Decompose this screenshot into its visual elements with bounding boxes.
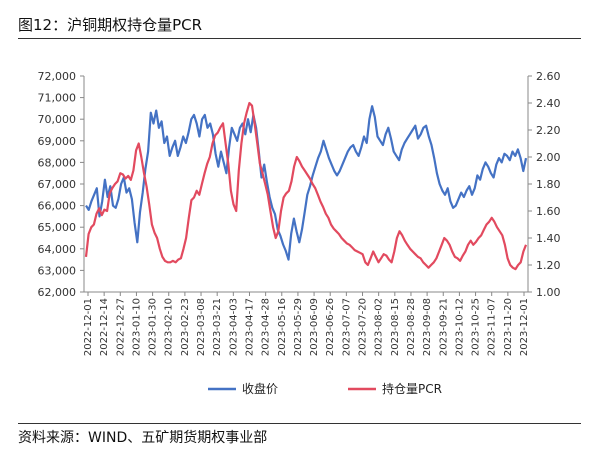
y-left-tick-label: 66,000	[38, 200, 77, 213]
x-tick-label: 2023-05-29	[293, 298, 304, 356]
y-left-tick-label: 69,000	[38, 135, 77, 148]
y-left-tick-label: 62,000	[38, 286, 77, 299]
y-left-tick-label: 68,000	[38, 156, 77, 169]
series-line-open-interest-pcr	[84, 101, 528, 271]
y-left-tick-label: 70,000	[38, 113, 77, 126]
x-tick-label: 2023-10-25	[471, 298, 482, 356]
y-right-tick-label: 1.40	[536, 232, 561, 245]
x-tick-label: 2023-09-08	[422, 298, 433, 356]
x-tick-label: 2023-10-12	[454, 298, 465, 356]
x-tick-label: 2023-11-20	[503, 298, 514, 356]
x-tick-label: 2023-04-28	[261, 298, 272, 356]
y-right-tick-label: 1.60	[536, 205, 561, 218]
y-left-tick-label: 64,000	[38, 243, 77, 256]
y-right-tick-label: 1.00	[536, 286, 561, 299]
x-tick-label: 2023-02-10	[164, 298, 175, 356]
x-tick-label: 2023-12-01	[519, 298, 530, 356]
chart-series	[84, 101, 528, 271]
x-tick-label: 2022-12-14	[99, 298, 110, 356]
x-tick-label: 2022-12-27	[115, 298, 126, 356]
x-tick-label: 2023-04-03	[228, 298, 239, 356]
source-note: 资料来源：WIND、五矿期货期权事业部	[18, 430, 268, 446]
x-tick-label: 2023-01-30	[148, 298, 159, 356]
x-tick-label: 2023-03-21	[212, 298, 223, 356]
chart-legend: 收盘价 持仓量PCR	[208, 381, 442, 396]
y-right-tick-label: 1.20	[536, 259, 561, 272]
x-tick-label: 2022-12-01	[83, 298, 94, 356]
x-tick-label: 2023-05-16	[277, 298, 288, 356]
x-tick-label: 2023-07-20	[358, 298, 369, 356]
y-right-tick-label: 2.40	[536, 97, 561, 110]
y-left-tick-label: 71,000	[38, 92, 77, 105]
x-tick-label: 2023-08-28	[406, 298, 417, 356]
y-right-tick-label: 2.20	[536, 124, 561, 137]
series-line-close-price	[85, 105, 528, 261]
footer-divider	[18, 423, 581, 424]
x-tick-label: 2023-06-26	[325, 298, 336, 356]
title-divider	[18, 38, 581, 39]
y-left-tick-label: 72,000	[38, 70, 77, 83]
x-tick-label: 2023-02-23	[180, 298, 191, 356]
x-tick-label: 2023-08-15	[390, 298, 401, 356]
x-tick-label: 2023-01-10	[131, 298, 142, 356]
x-tick-label: 2023-08-02	[374, 298, 385, 356]
x-tick-label: 2023-03-08	[196, 298, 207, 356]
chart-axes: 62,000 63,000 64,000 65,000 66,000 67,000 68,0…	[38, 70, 561, 356]
x-tick-label: 2023-06-09	[309, 298, 320, 356]
y-left-tick-label: 67,000	[38, 178, 77, 191]
x-tick-label: 2023-07-07	[341, 298, 352, 356]
chart-title: 图12：沪铜期权持仓量PCR	[18, 16, 203, 34]
x-tick-label: 2023-09-21	[438, 298, 449, 356]
y-left-tick-label: 65,000	[38, 221, 77, 234]
y-right-tick-label: 1.80	[536, 178, 561, 191]
y-right-tick-label: 2.00	[536, 151, 561, 164]
y-left-tick-label: 63,000	[38, 264, 77, 277]
legend-label-close-price: 收盘价	[242, 381, 278, 396]
y-right-tick-label: 2.60	[536, 70, 561, 83]
x-tick-label: 2023-04-17	[244, 298, 255, 356]
legend-label-open-interest-pcr: 持仓量PCR	[382, 381, 442, 396]
x-tick-label: 2023-11-07	[487, 298, 498, 356]
